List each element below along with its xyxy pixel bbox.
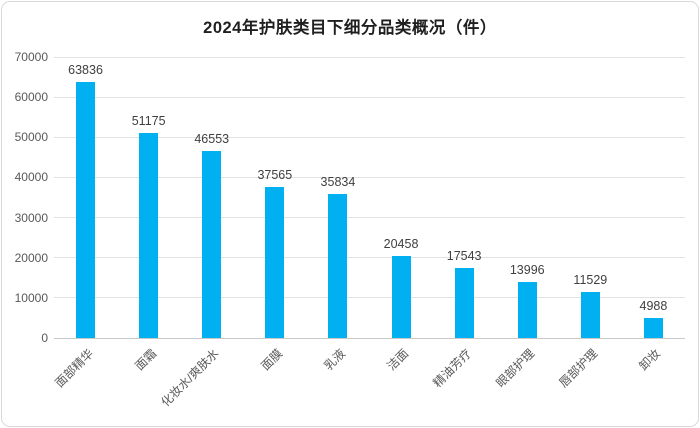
bar-value-label: 13996 [509, 262, 545, 277]
y-axis-tick-label: 60000 [14, 90, 48, 105]
bar [643, 317, 663, 338]
bar [76, 81, 96, 338]
y-axis-tick-label: 20000 [14, 250, 48, 265]
bar [454, 267, 474, 338]
x-axis-category-label: 精油芳疗 [430, 346, 475, 391]
bar-value-label: 35834 [320, 175, 356, 190]
y-axis-tick-label: 50000 [14, 130, 48, 145]
gridline [54, 297, 685, 299]
bar [580, 291, 600, 338]
bar-value-label: 63836 [68, 62, 103, 77]
gridline [54, 257, 685, 259]
x-axis-category-label: 面霜 [131, 346, 159, 374]
chart-title: 2024年护肤类目下细分品类概况（件） [203, 19, 497, 37]
y-axis-tick-label: 30000 [14, 210, 48, 225]
bar-value-label: 20458 [383, 236, 419, 251]
gridline [54, 96, 685, 98]
x-axis-category-label: 卸妆 [636, 346, 664, 374]
bar-value-label: 37565 [257, 168, 293, 183]
bar [265, 187, 285, 338]
x-axis-line [54, 337, 685, 339]
bar [391, 255, 411, 338]
x-axis-category-label: 面部精华 [51, 346, 96, 391]
y-axis-tick-label: 40000 [14, 170, 48, 185]
x-axis-category-label: 洁面 [384, 346, 412, 374]
y-axis-tick-label: 70000 [14, 50, 48, 64]
gridline [54, 217, 685, 219]
bar-value-label: 4988 [639, 298, 668, 313]
bar [328, 194, 348, 338]
bar-value-label: 46553 [194, 132, 230, 147]
bar [139, 132, 159, 338]
y-axis-tick-label: 0 [41, 331, 48, 345]
x-axis-category-label: 唇部护理 [556, 346, 601, 391]
x-axis-category-label: 乳液 [321, 346, 349, 374]
bar-value-label: 11529 [573, 272, 608, 287]
y-axis-tick-label: 10000 [14, 290, 48, 305]
x-axis-category-label: 面膜 [258, 346, 286, 374]
gridline [54, 56, 685, 58]
x-axis-category-label: 眼部护理 [493, 346, 538, 391]
bar [517, 281, 537, 338]
bar-value-label: 51175 [131, 113, 166, 128]
bar-value-label: 17543 [446, 248, 482, 263]
gridline [54, 176, 685, 178]
x-axis-category-label: 化妆水/爽肤水 [158, 346, 222, 410]
bar [202, 151, 222, 338]
gridline [54, 136, 685, 138]
